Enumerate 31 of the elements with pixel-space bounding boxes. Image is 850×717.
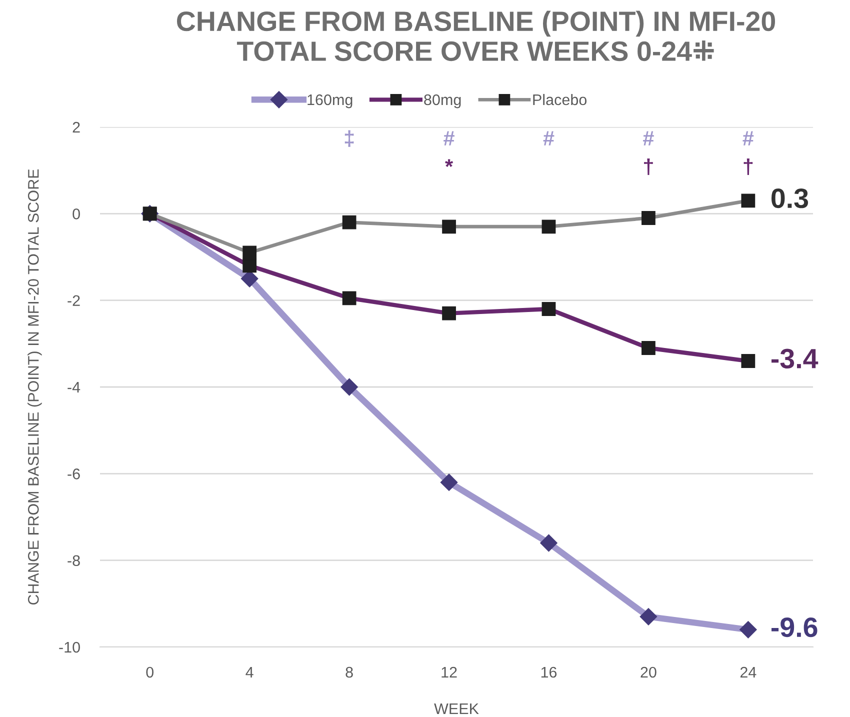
annotation: #	[643, 131, 654, 146]
data-label: -9.6	[771, 617, 818, 638]
annotation: †	[744, 158, 753, 175]
x-tick-label: 24	[740, 666, 756, 678]
chart-title: CHANGE FROM BASELINE (POINT) IN MFI-20 TOTAL SCORE OVER WEEKS 0-24⁜	[176, 10, 776, 62]
y-tick-label: -10	[59, 642, 80, 653]
x-tick-label: 0	[146, 666, 154, 678]
annotation: †	[644, 158, 653, 175]
data-label: 0.3	[772, 188, 808, 208]
annotation: #	[742, 131, 754, 146]
y-axis-title: CHANGE FROM BASELINE (POINT) IN MFI-20 TOTAL SCORE	[28, 169, 42, 605]
x-tick-label: 16	[541, 666, 557, 678]
y-tick-label: -6	[68, 468, 80, 480]
legend-label: 160mg	[308, 94, 352, 108]
annotation: ‡	[344, 130, 354, 147]
y-tick-label: -8	[68, 555, 80, 566]
y-tick-label: -4	[68, 382, 80, 393]
x-tick-label: 12	[442, 666, 457, 678]
y-tick-label: 0	[72, 208, 80, 220]
x-tick-label: 20	[640, 666, 656, 678]
y-tick-label: 2	[72, 122, 80, 133]
x-axis-title: WEEK	[434, 703, 479, 714]
annotation: #	[444, 131, 454, 146]
annotation: #	[543, 131, 554, 146]
annotation: *	[445, 159, 454, 167]
y-tick-label: -2	[68, 295, 80, 306]
x-tick-label: 4	[246, 667, 254, 678]
data-label: -3.4	[771, 348, 818, 368]
legend-label: 80mg	[424, 94, 461, 108]
legend-label: Placebo	[533, 94, 587, 106]
x-tick-label: 8	[346, 666, 353, 678]
